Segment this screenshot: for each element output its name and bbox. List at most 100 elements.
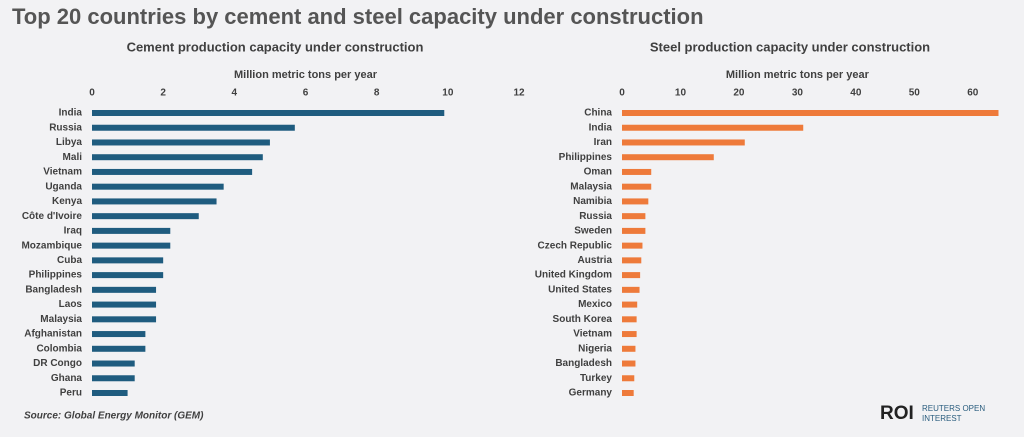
page-title: Top 20 countries by cement and steel cap… xyxy=(12,4,704,29)
bar xyxy=(92,390,128,396)
x-tick-label: 10 xyxy=(675,88,687,99)
category-label: Uganda xyxy=(45,181,82,192)
bar xyxy=(622,110,999,116)
bar xyxy=(92,198,217,205)
category-label: Afghanistan xyxy=(24,329,82,340)
category-label: Bangladesh xyxy=(555,358,612,369)
bar xyxy=(622,168,652,175)
logo-mark: ROI xyxy=(880,403,914,424)
x-tick-label: 60 xyxy=(967,88,979,99)
bar xyxy=(622,124,804,131)
bar xyxy=(92,154,263,161)
category-label: United States xyxy=(548,284,612,295)
category-label: Iraq xyxy=(64,226,82,237)
bar xyxy=(92,331,146,338)
logo-text: REUTERS OPEN xyxy=(922,404,985,413)
category-label: India xyxy=(589,122,613,133)
category-label: Libya xyxy=(56,137,83,148)
category-label: Mozambique xyxy=(21,240,82,251)
category-label: South Korea xyxy=(553,314,613,325)
category-label: Malaysia xyxy=(40,314,82,325)
x-tick-label: 50 xyxy=(909,88,921,99)
bar xyxy=(92,183,224,190)
bar xyxy=(92,272,164,279)
category-label: Laos xyxy=(59,299,83,310)
x-tick-label: 2 xyxy=(160,88,166,99)
category-label: China xyxy=(584,108,612,119)
x-tick-label: 0 xyxy=(619,88,625,99)
bar xyxy=(92,301,157,308)
bar xyxy=(622,227,646,234)
category-label: Russia xyxy=(579,211,612,222)
bar xyxy=(622,360,636,367)
bar xyxy=(92,257,164,264)
bar xyxy=(92,139,270,146)
category-label: Bangladesh xyxy=(25,284,82,295)
bar xyxy=(622,242,643,249)
bar xyxy=(92,124,295,131)
category-label: Colombia xyxy=(36,343,82,354)
bar xyxy=(92,242,171,249)
x-tick-label: 10 xyxy=(442,88,454,99)
category-label: Vietnam xyxy=(573,329,612,340)
category-label: Cuba xyxy=(57,255,82,266)
x-tick-label: 0 xyxy=(89,88,95,99)
bar xyxy=(622,301,638,308)
category-label: Kenya xyxy=(52,196,82,207)
category-label: Côte d'Ivoire xyxy=(22,211,83,222)
bar xyxy=(622,316,637,323)
bar xyxy=(622,272,641,279)
x-tick-label: 20 xyxy=(733,88,745,99)
category-label: United Kingdom xyxy=(535,270,612,281)
category-label: Czech Republic xyxy=(538,240,613,251)
bar xyxy=(92,213,199,220)
chart-title: Steel production capacity under construc… xyxy=(650,39,930,54)
bar xyxy=(92,316,157,323)
category-label: Nigeria xyxy=(578,343,612,354)
category-label: Peru xyxy=(60,388,82,399)
category-label: Russia xyxy=(49,122,82,133)
category-label: Oman xyxy=(584,167,612,178)
bar xyxy=(92,360,135,367)
category-label: India xyxy=(59,108,83,119)
category-label: Vietnam xyxy=(43,167,82,178)
bar xyxy=(622,345,636,352)
x-tick-label: 30 xyxy=(792,88,804,99)
bar xyxy=(92,168,253,175)
category-label: Namibia xyxy=(573,196,612,207)
bar xyxy=(92,375,135,382)
x-tick-label: 8 xyxy=(374,88,380,99)
category-label: Turkey xyxy=(580,373,612,384)
bar xyxy=(622,390,634,396)
bar xyxy=(92,286,157,293)
x-tick-label: 40 xyxy=(850,88,862,99)
bar xyxy=(92,227,171,234)
x-tick-label: 6 xyxy=(303,88,309,99)
category-label: Mexico xyxy=(578,299,612,310)
bar xyxy=(622,257,642,264)
category-label: Philippines xyxy=(29,270,83,281)
x-axis-label: Million metric tons per year xyxy=(234,69,378,81)
bar xyxy=(622,213,646,220)
bar xyxy=(622,183,652,190)
x-axis-label: Million metric tons per year xyxy=(726,69,870,81)
logo-text: INTEREST xyxy=(922,414,962,423)
chart-title: Cement production capacity under constru… xyxy=(127,39,424,54)
bar xyxy=(622,286,640,293)
x-tick-label: 4 xyxy=(232,88,238,99)
category-label: Ghana xyxy=(51,373,83,384)
bar xyxy=(92,345,146,352)
category-label: Philippines xyxy=(559,152,613,163)
bar xyxy=(622,375,635,382)
category-label: DR Congo xyxy=(33,358,82,369)
bar xyxy=(92,110,445,116)
category-label: Iran xyxy=(594,137,612,148)
bar xyxy=(622,139,745,146)
category-label: Austria xyxy=(578,255,613,266)
category-label: Germany xyxy=(569,388,613,399)
bar xyxy=(622,331,637,338)
category-label: Mali xyxy=(63,152,83,163)
category-label: Sweden xyxy=(574,226,612,237)
